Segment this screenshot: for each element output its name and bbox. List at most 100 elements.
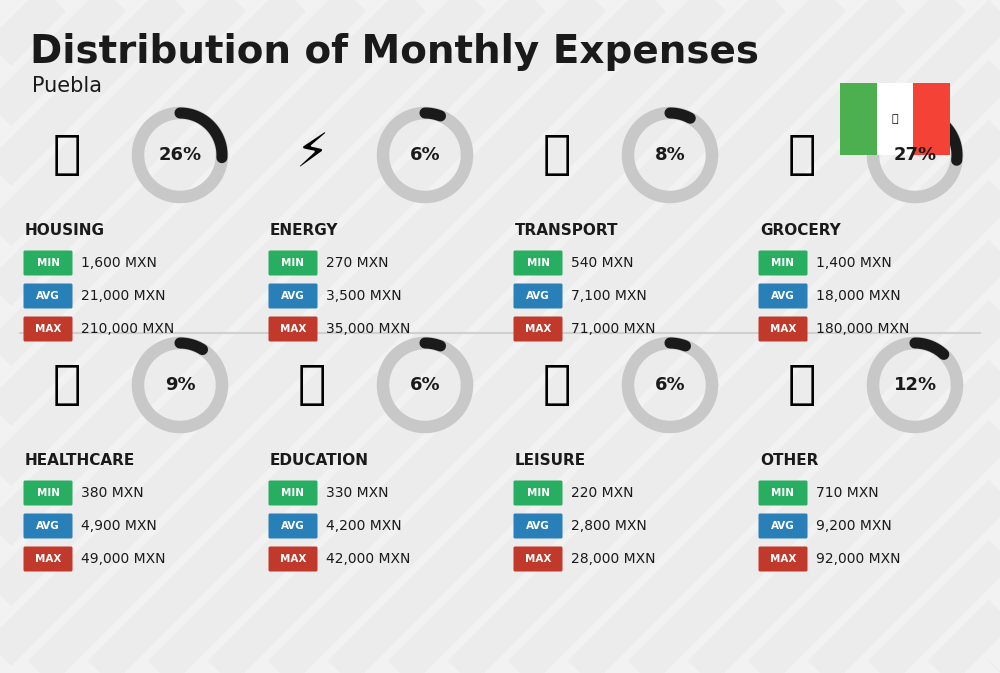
Text: MAX: MAX <box>770 554 796 564</box>
Text: AVG: AVG <box>526 521 550 531</box>
FancyBboxPatch shape <box>268 283 318 308</box>
FancyBboxPatch shape <box>24 316 72 341</box>
Text: AVG: AVG <box>526 291 550 301</box>
FancyBboxPatch shape <box>24 250 72 275</box>
FancyBboxPatch shape <box>514 250 562 275</box>
FancyBboxPatch shape <box>24 513 72 538</box>
Text: 710 MXN: 710 MXN <box>816 486 879 500</box>
Text: 180,000 MXN: 180,000 MXN <box>816 322 909 336</box>
FancyBboxPatch shape <box>514 546 562 571</box>
Text: Distribution of Monthly Expenses: Distribution of Monthly Expenses <box>30 33 759 71</box>
Text: AVG: AVG <box>771 291 795 301</box>
Text: 6%: 6% <box>410 146 440 164</box>
Text: 🚌: 🚌 <box>543 133 571 178</box>
Text: 26%: 26% <box>158 146 202 164</box>
Text: MAX: MAX <box>770 324 796 334</box>
Text: MAX: MAX <box>35 324 61 334</box>
Text: AVG: AVG <box>281 291 305 301</box>
FancyBboxPatch shape <box>759 316 808 341</box>
FancyBboxPatch shape <box>268 316 318 341</box>
Text: 92,000 MXN: 92,000 MXN <box>816 552 900 566</box>
Text: 🛍: 🛍 <box>543 363 571 407</box>
Text: 27%: 27% <box>893 146 937 164</box>
FancyBboxPatch shape <box>759 481 808 505</box>
Text: 18,000 MXN: 18,000 MXN <box>816 289 901 303</box>
Text: 9,200 MXN: 9,200 MXN <box>816 519 892 533</box>
Text: MIN: MIN <box>282 258 304 268</box>
Text: 2,800 MXN: 2,800 MXN <box>571 519 647 533</box>
FancyBboxPatch shape <box>268 546 318 571</box>
Text: MIN: MIN <box>772 258 794 268</box>
FancyBboxPatch shape <box>759 250 808 275</box>
Text: 6%: 6% <box>655 376 685 394</box>
Text: OTHER: OTHER <box>760 453 818 468</box>
Text: 🦅: 🦅 <box>892 114 898 124</box>
Text: MAX: MAX <box>35 554 61 564</box>
FancyBboxPatch shape <box>514 481 562 505</box>
Text: AVG: AVG <box>771 521 795 531</box>
FancyBboxPatch shape <box>759 283 808 308</box>
Text: 12%: 12% <box>893 376 937 394</box>
Text: LEISURE: LEISURE <box>515 453 586 468</box>
Text: 4,200 MXN: 4,200 MXN <box>326 519 402 533</box>
Text: 6%: 6% <box>410 376 440 394</box>
Text: MIN: MIN <box>36 488 60 498</box>
Text: 35,000 MXN: 35,000 MXN <box>326 322 410 336</box>
Text: MIN: MIN <box>282 488 304 498</box>
FancyBboxPatch shape <box>24 481 72 505</box>
Text: MAX: MAX <box>280 324 306 334</box>
Text: 21,000 MXN: 21,000 MXN <box>81 289 166 303</box>
Text: Puebla: Puebla <box>32 76 102 96</box>
FancyBboxPatch shape <box>514 316 562 341</box>
FancyBboxPatch shape <box>759 513 808 538</box>
Text: 540 MXN: 540 MXN <box>571 256 634 270</box>
Text: EDUCATION: EDUCATION <box>270 453 369 468</box>
Text: 1,400 MXN: 1,400 MXN <box>816 256 892 270</box>
FancyBboxPatch shape <box>877 83 913 155</box>
Text: 28,000 MXN: 28,000 MXN <box>571 552 656 566</box>
Text: AVG: AVG <box>36 291 60 301</box>
Text: 🏥: 🏥 <box>53 363 81 407</box>
Text: 🛒: 🛒 <box>788 133 816 178</box>
Text: MIN: MIN <box>526 488 550 498</box>
Text: 💰: 💰 <box>788 363 816 407</box>
Text: 330 MXN: 330 MXN <box>326 486 388 500</box>
Text: 🏗: 🏗 <box>53 133 81 178</box>
Text: MAX: MAX <box>525 554 551 564</box>
Text: MIN: MIN <box>36 258 60 268</box>
FancyBboxPatch shape <box>759 546 808 571</box>
FancyBboxPatch shape <box>514 513 562 538</box>
Text: 380 MXN: 380 MXN <box>81 486 144 500</box>
Text: MAX: MAX <box>525 324 551 334</box>
Text: 71,000 MXN: 71,000 MXN <box>571 322 656 336</box>
FancyBboxPatch shape <box>268 513 318 538</box>
Text: 42,000 MXN: 42,000 MXN <box>326 552 410 566</box>
Text: MAX: MAX <box>280 554 306 564</box>
Text: 1,600 MXN: 1,600 MXN <box>81 256 157 270</box>
Text: MIN: MIN <box>526 258 550 268</box>
Text: 8%: 8% <box>655 146 685 164</box>
Text: HEALTHCARE: HEALTHCARE <box>25 453 135 468</box>
Text: ENERGY: ENERGY <box>270 223 338 238</box>
FancyBboxPatch shape <box>840 83 877 155</box>
Text: 7,100 MXN: 7,100 MXN <box>571 289 647 303</box>
Text: 🎓: 🎓 <box>298 363 326 407</box>
Text: 210,000 MXN: 210,000 MXN <box>81 322 174 336</box>
Text: HOUSING: HOUSING <box>25 223 105 238</box>
Text: GROCERY: GROCERY <box>760 223 841 238</box>
FancyBboxPatch shape <box>24 546 72 571</box>
FancyBboxPatch shape <box>913 83 950 155</box>
Text: AVG: AVG <box>281 521 305 531</box>
Text: MIN: MIN <box>772 488 794 498</box>
Text: 220 MXN: 220 MXN <box>571 486 634 500</box>
Text: 270 MXN: 270 MXN <box>326 256 388 270</box>
FancyBboxPatch shape <box>268 250 318 275</box>
FancyBboxPatch shape <box>514 283 562 308</box>
Text: AVG: AVG <box>36 521 60 531</box>
Text: 49,000 MXN: 49,000 MXN <box>81 552 166 566</box>
FancyBboxPatch shape <box>24 283 72 308</box>
Text: 3,500 MXN: 3,500 MXN <box>326 289 402 303</box>
Text: ⚡: ⚡ <box>295 133 329 178</box>
Text: TRANSPORT: TRANSPORT <box>515 223 618 238</box>
FancyBboxPatch shape <box>268 481 318 505</box>
